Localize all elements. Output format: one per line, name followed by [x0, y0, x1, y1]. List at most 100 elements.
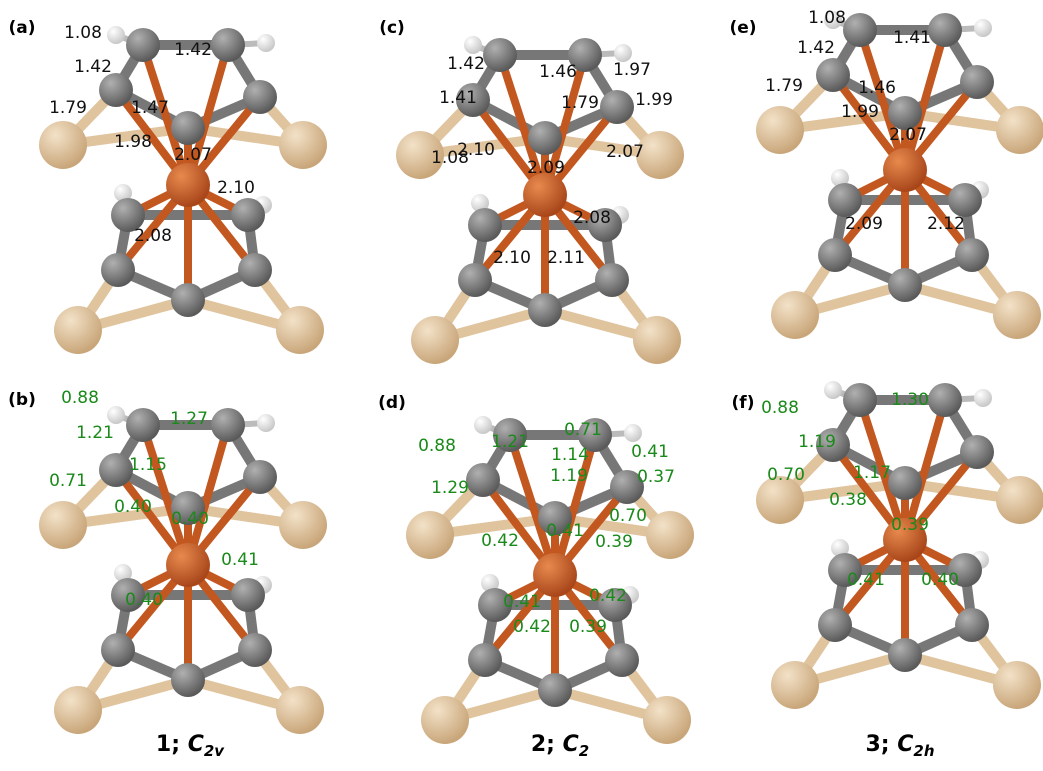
- panel-label: (d): [378, 393, 406, 413]
- bond-value: 1.08: [808, 8, 846, 28]
- bond-value: 2.11: [547, 248, 585, 268]
- bond-value: 1.41: [893, 28, 931, 48]
- atom: [996, 476, 1043, 524]
- atom: [279, 121, 327, 169]
- atom: [624, 424, 642, 442]
- bond-value: 0.40: [125, 590, 163, 610]
- atom: [107, 26, 125, 44]
- atom: [466, 463, 500, 497]
- atom: [928, 383, 962, 417]
- atom: [421, 696, 469, 744]
- atom: [107, 406, 125, 424]
- atom: [960, 435, 994, 469]
- atom: [955, 238, 989, 272]
- atom: [276, 686, 324, 734]
- atom: [243, 80, 277, 114]
- atom: [888, 466, 922, 500]
- bond-value: 2.08: [573, 208, 611, 228]
- bond-value: 1.41: [439, 88, 477, 108]
- atom: [523, 173, 567, 217]
- atom: [816, 58, 850, 92]
- caption-subscript: 2h: [913, 742, 934, 760]
- bond-value: 0.88: [761, 398, 799, 418]
- bond-value: 1.99: [841, 102, 879, 122]
- bond-value: 0.41: [847, 570, 885, 590]
- panel-label: (c): [379, 18, 405, 38]
- atom: [171, 111, 205, 145]
- bond-value: 2.12: [927, 214, 965, 234]
- bond-value: 1.79: [561, 93, 599, 113]
- bond-value: 1.46: [539, 62, 577, 82]
- atom: [843, 383, 877, 417]
- bond-value: 0.40: [171, 509, 209, 529]
- atom: [211, 28, 245, 62]
- panel-label: (f): [732, 393, 755, 413]
- bond-value: 2.07: [889, 125, 927, 145]
- atom: [538, 673, 572, 707]
- atom: [406, 511, 454, 559]
- atom: [533, 553, 577, 597]
- bond-value: 0.41: [631, 442, 669, 462]
- bond-value: 1.27: [170, 409, 208, 429]
- molecule: [39, 406, 327, 734]
- atom: [243, 460, 277, 494]
- bond-value: 0.41: [546, 521, 584, 541]
- atom: [646, 511, 694, 559]
- bond-value: 1.42: [447, 54, 485, 74]
- figure: (a)1.081.421.421.791.471.982.072.102.08(…: [0, 0, 1043, 771]
- atom: [974, 19, 992, 37]
- bond-value: 1.47: [131, 98, 169, 118]
- atom: [771, 291, 819, 339]
- atom: [948, 183, 982, 217]
- bond-value: 1.17: [853, 463, 891, 483]
- atom: [828, 183, 862, 217]
- atom: [474, 416, 492, 434]
- bond-value: 1.42: [797, 38, 835, 58]
- bond-value: 2.10: [493, 248, 531, 268]
- atom: [843, 13, 877, 47]
- atom: [257, 34, 275, 52]
- molecule: [756, 381, 1043, 709]
- caption-number: 2;: [531, 732, 563, 757]
- bond-value: 1.30: [891, 390, 929, 410]
- atom: [528, 293, 562, 327]
- caption-number: 3;: [865, 732, 897, 757]
- atom: [39, 501, 87, 549]
- bond-value: 0.42: [481, 531, 519, 551]
- atom: [171, 663, 205, 697]
- atom: [231, 198, 265, 232]
- bond-value: 1.21: [491, 432, 529, 452]
- atom: [605, 643, 639, 677]
- bond-value: 0.39: [595, 532, 633, 552]
- bond-value: 2.07: [174, 145, 212, 165]
- bond-value: 0.70: [609, 506, 647, 526]
- panel-label: (e): [729, 18, 756, 38]
- atom: [171, 283, 205, 317]
- atom: [101, 633, 135, 667]
- atom: [756, 106, 804, 154]
- atom: [238, 253, 272, 287]
- atom: [818, 608, 852, 642]
- atom: [993, 661, 1041, 709]
- caption: 1; C2v: [156, 732, 225, 760]
- molecule: [396, 36, 684, 364]
- atom: [54, 306, 102, 354]
- atom: [888, 638, 922, 672]
- bond-value: 1.79: [765, 76, 803, 96]
- atom: [888, 268, 922, 302]
- atom: [960, 65, 994, 99]
- bond-value: 0.39: [891, 515, 929, 535]
- caption-subscript: 2v: [204, 742, 225, 760]
- atom: [595, 263, 629, 297]
- bond-value: 1.19: [550, 466, 588, 486]
- atom: [166, 163, 210, 207]
- atom: [231, 578, 265, 612]
- atom: [468, 643, 502, 677]
- caption: 3; C2h: [865, 732, 934, 760]
- caption-symbol: C: [563, 732, 579, 757]
- atom: [468, 208, 502, 242]
- bond-value: 0.40: [114, 497, 152, 517]
- atom: [955, 608, 989, 642]
- atom: [996, 106, 1043, 154]
- bond-value: 2.09: [527, 158, 565, 178]
